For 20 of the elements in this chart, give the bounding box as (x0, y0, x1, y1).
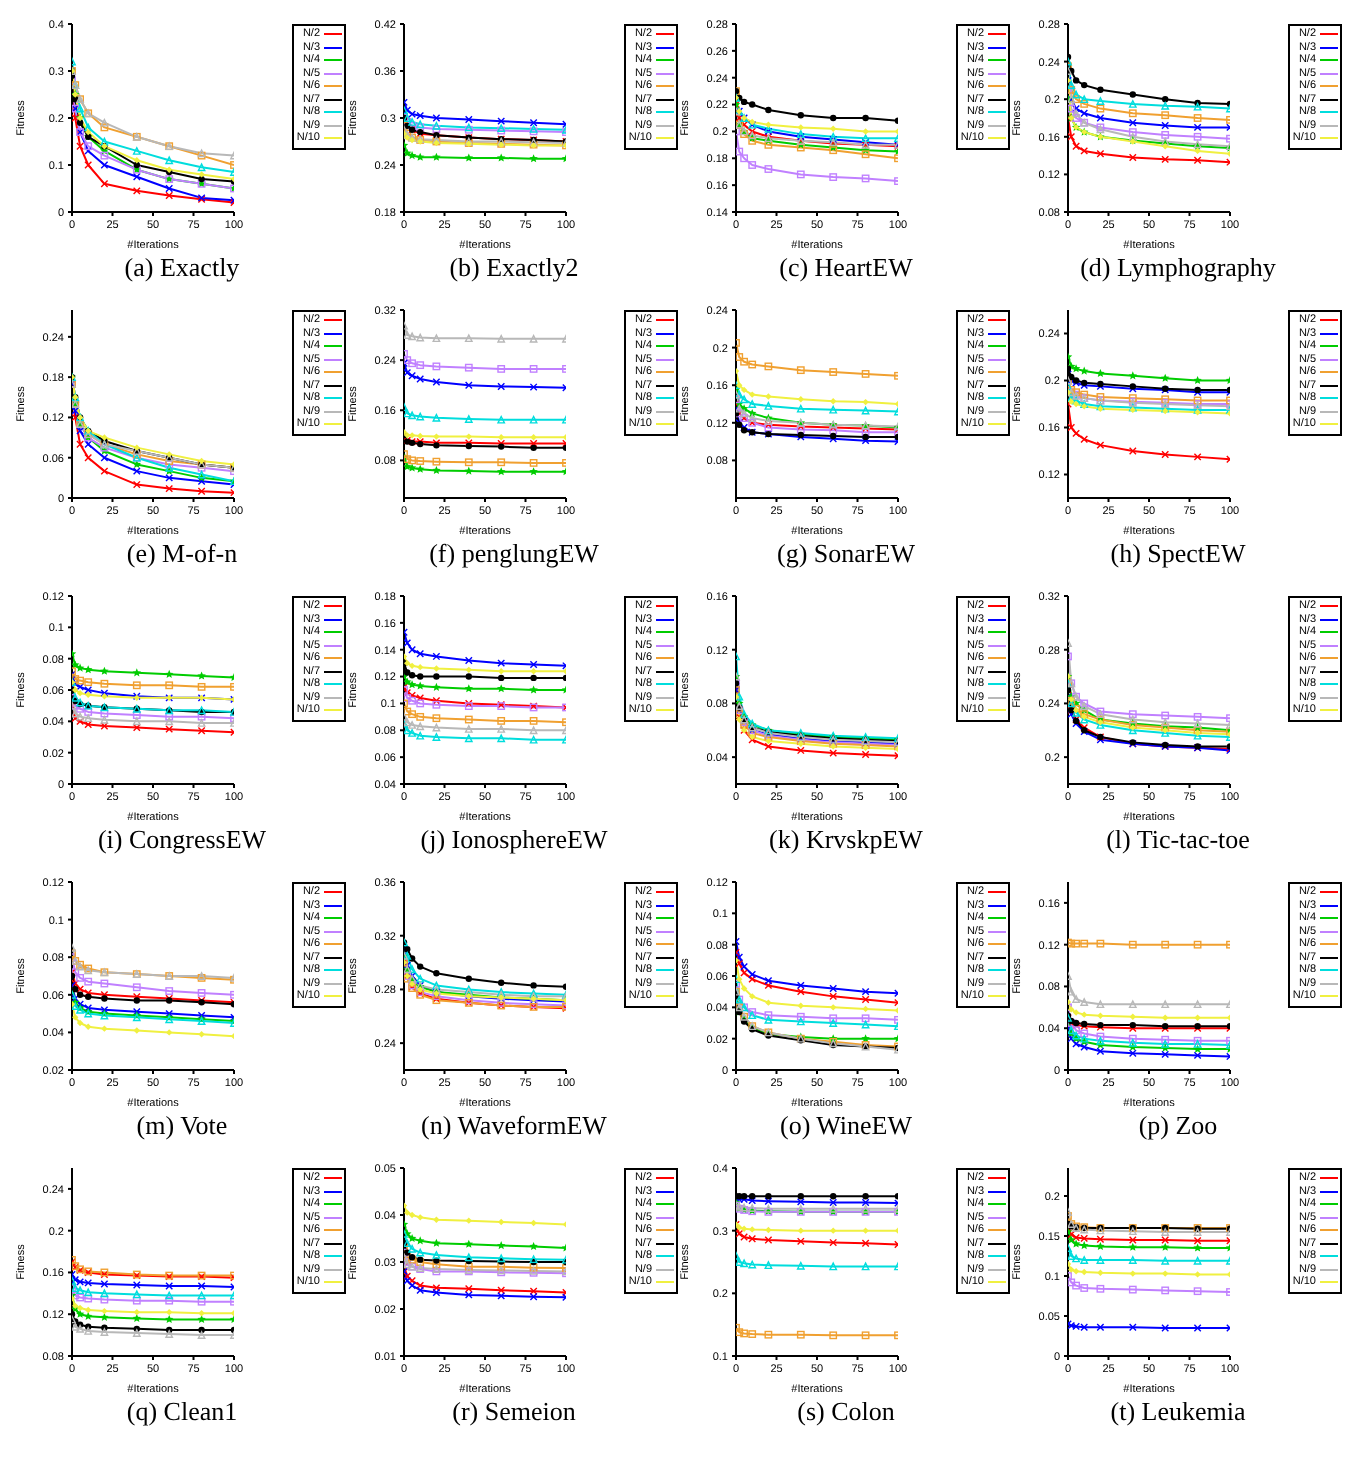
text: (f) penglungEW (427, 538, 601, 570)
text: (d) Lymphography (1078, 252, 1278, 284)
text: (j) IonosphereEW (418, 824, 610, 856)
text: (p) Zoo (1136, 1110, 1220, 1142)
text: (k) KrvskpEW (767, 824, 925, 856)
text: (e) M-of-n (124, 538, 240, 570)
text: (m) Vote (134, 1110, 230, 1142)
text: (a) Exactly (122, 252, 242, 284)
text: (q) Clean1 (124, 1396, 240, 1428)
text: (t) Leukemia (1108, 1396, 1248, 1428)
text: (i) CongressEW (95, 824, 269, 856)
text: (r) Semeion (450, 1396, 578, 1428)
text: (b) Exactly2 (447, 252, 581, 284)
text: (s) Colon (795, 1396, 897, 1428)
text: (h) SpectEW (1108, 538, 1248, 570)
text: (o) WineEW (777, 1110, 914, 1142)
text: (c) HeartEW (777, 252, 915, 284)
text: (n) WaveformEW (419, 1110, 609, 1142)
text: (l) Tic-tac-toe (1104, 824, 1252, 856)
text: (g) SonarEW (775, 538, 917, 570)
